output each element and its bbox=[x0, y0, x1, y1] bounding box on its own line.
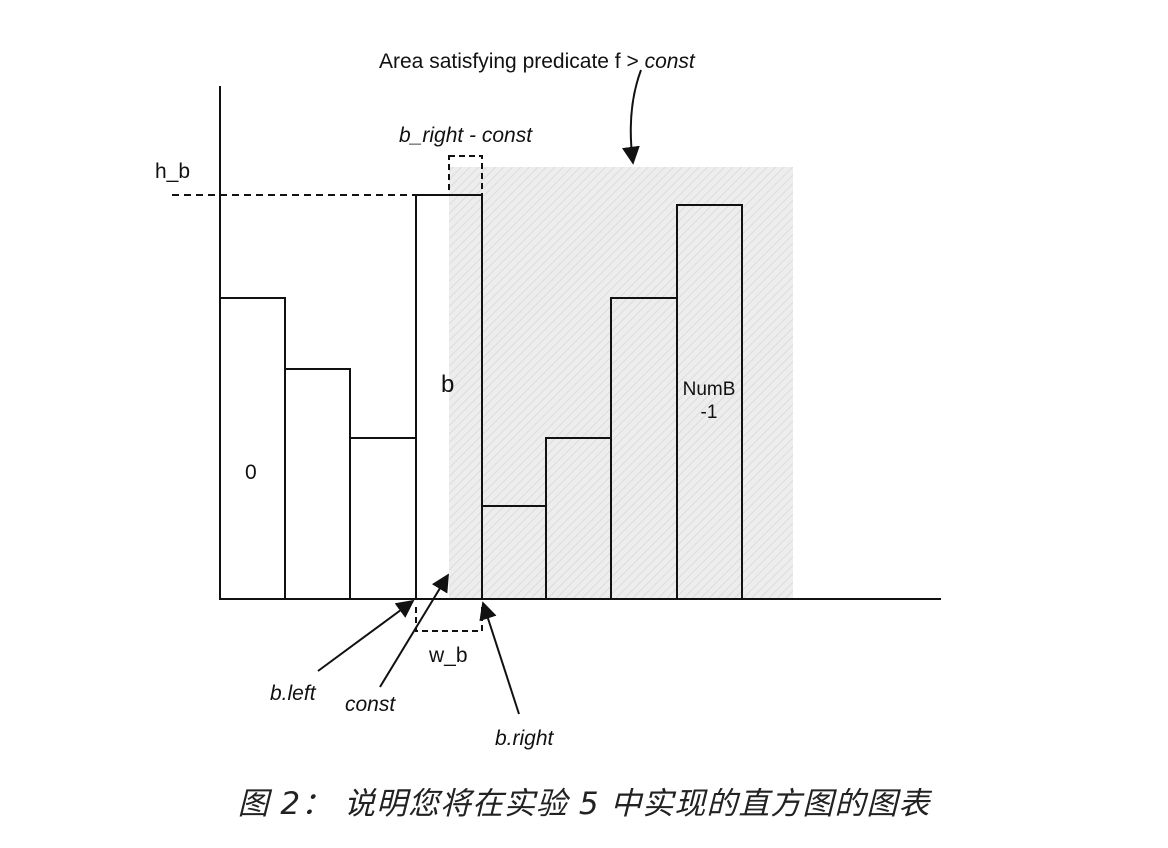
b-right-minus-const-bracket bbox=[448, 155, 483, 196]
b-left-arrow bbox=[317, 599, 415, 672]
bucket-b-unshaded bbox=[417, 196, 449, 598]
bucket-zero-label: 0 bbox=[245, 461, 257, 484]
bucket-bar-2 bbox=[349, 437, 417, 600]
b-right-arrow bbox=[479, 601, 520, 715]
last-bucket-label-line2: -1 bbox=[701, 402, 718, 423]
bucket-b-label: b bbox=[441, 371, 454, 398]
bucket-bar-0 bbox=[219, 297, 286, 600]
figure-caption: 图 2： 说明您将在实验 5 中实现的直方图的图表 bbox=[237, 786, 931, 822]
bucket-bar-5 bbox=[545, 437, 612, 600]
w-b-label: w_b bbox=[428, 644, 468, 667]
last-bucket-label-line1: NumB bbox=[683, 379, 736, 400]
b-left-label: b.left bbox=[270, 682, 317, 705]
b-right-minus-const-label: b_right - const bbox=[399, 124, 533, 147]
predicate-area bbox=[449, 167, 793, 599]
bucket-bar-4 bbox=[481, 505, 547, 600]
b-right-label: b.right bbox=[495, 727, 555, 750]
predicate-arrow bbox=[621, 69, 642, 165]
histogram-diagram: Area satisfying predicate f > const b_ri… bbox=[155, 50, 941, 750]
const-label: const bbox=[345, 693, 396, 716]
h-b-label: h_b bbox=[155, 160, 190, 183]
const-arrow bbox=[379, 573, 449, 688]
predicate-area-title: Area satisfying predicate f > const bbox=[379, 50, 696, 73]
bucket-bar-6 bbox=[610, 297, 678, 600]
bucket-bar-1 bbox=[284, 368, 351, 600]
